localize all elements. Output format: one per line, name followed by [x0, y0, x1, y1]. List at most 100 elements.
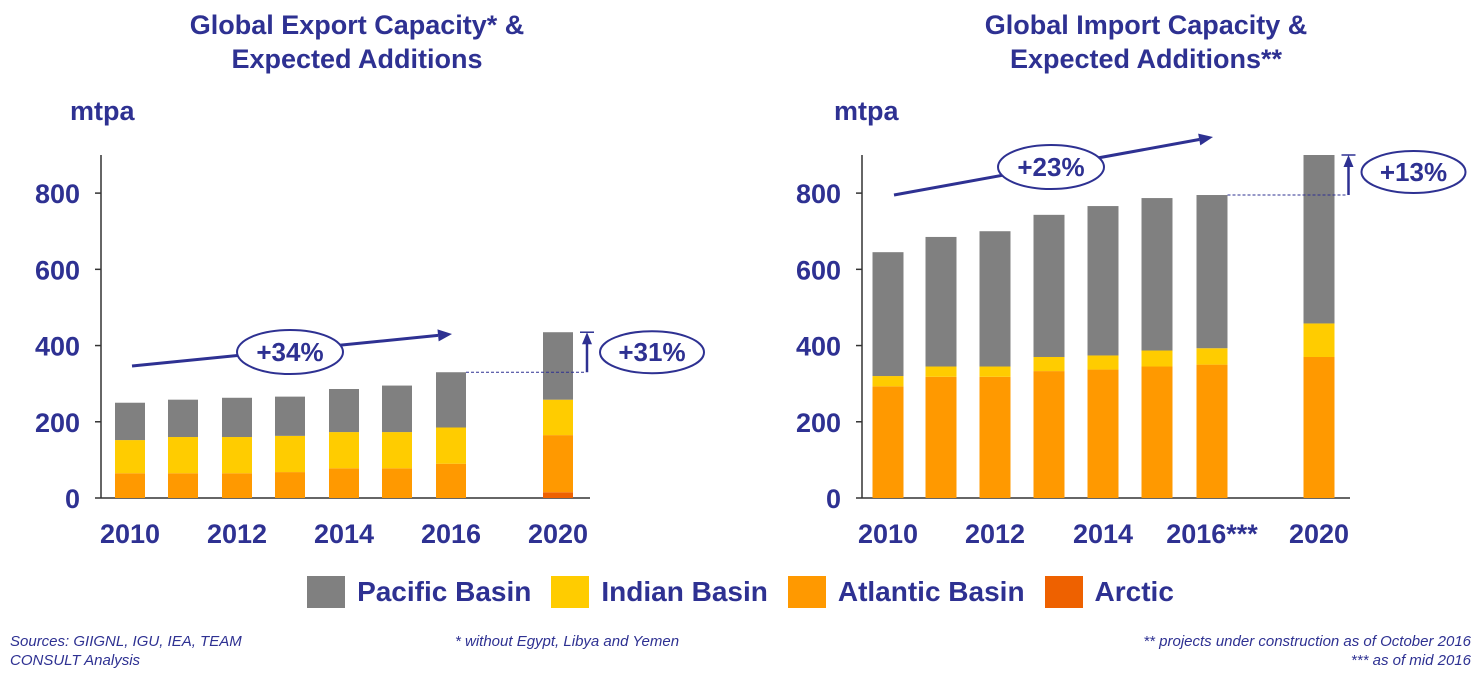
import-chart-title: Global Import Capacity & Expected Additi…	[866, 8, 1426, 76]
export-bar-atlantic-basin-2011	[168, 473, 198, 498]
export-bar-atlantic-basin-2020	[543, 435, 573, 493]
export-title-line1: Global Export Capacity* &	[189, 10, 525, 40]
import-bar-indian-basin-2014	[1087, 355, 1119, 370]
export-x-tick-label: 2020	[528, 519, 588, 549]
import-bar-indian-basin-2020	[1303, 323, 1335, 357]
export-bar-pacific-basin-2020	[543, 332, 573, 400]
export-trend-arrow-head	[437, 329, 452, 342]
import-bar-atlantic-basin-2016	[1196, 364, 1228, 498]
legend-item-arctic: Arctic	[1044, 576, 1174, 608]
export-bar-indian-basin-2010	[115, 440, 145, 474]
export-bar-atlantic-basin-2015	[382, 468, 412, 498]
import-x-tick-label: 2020	[1289, 519, 1349, 549]
export-y-tick-label: 400	[35, 332, 80, 362]
legend-swatch-indian	[551, 576, 590, 608]
import-y-tick-label: 200	[796, 408, 841, 438]
export-x-tick-label: 2010	[100, 519, 160, 549]
import-bar-pacific-basin-2013	[1033, 214, 1065, 357]
import-footnote-2: *** as of mid 2016	[1350, 652, 1471, 669]
import-bar-indian-basin-2011	[925, 366, 957, 377]
export-bar-indian-basin-2011	[168, 437, 198, 474]
import-bar-pacific-basin-2011	[925, 236, 957, 367]
export-y-tick-label: 800	[35, 179, 80, 209]
import-bar-atlantic-basin-2015	[1141, 366, 1173, 498]
export-bar-indian-basin-2013	[275, 435, 305, 473]
import-footnotes: ** projects under construction as of Oct…	[1143, 632, 1471, 670]
export-bar-indian-basin-2012	[222, 437, 252, 474]
import-title-line2: Expected Additions**	[1009, 44, 1283, 74]
legend-swatch-arctic	[1044, 576, 1083, 608]
export-bar-pacific-basin-2014	[329, 389, 359, 433]
export-addition-ellipse	[599, 330, 705, 375]
legend-item-pacific: Pacific Basin	[307, 576, 531, 608]
import-bar-pacific-basin-2015	[1141, 198, 1173, 351]
import-unit-label: mtpa	[834, 96, 899, 126]
export-bar-pacific-basin-2016	[436, 372, 466, 428]
import-y-tick-label: 800	[796, 179, 841, 209]
import-bar-pacific-basin-2020	[1303, 155, 1335, 324]
export-bar-atlantic-basin-2016	[436, 463, 466, 498]
export-chart-title: Global Export Capacity* & Expected Addit…	[77, 8, 637, 76]
legend-label-indian: Indian Basin	[601, 576, 768, 607]
import-bar-pacific-basin-2012	[979, 231, 1011, 367]
export-bar-atlantic-basin-2012	[222, 473, 252, 498]
export-bar-pacific-basin-2015	[382, 385, 412, 433]
legend-label-arctic: Arctic	[1094, 576, 1174, 607]
import-addition-ellipse	[1360, 150, 1467, 195]
import-y-tick-label: 600	[796, 255, 841, 285]
export-x-tick-label: 2016	[421, 519, 481, 549]
import-y-tick-label: 0	[826, 484, 841, 514]
import-bar-atlantic-basin-2020	[1303, 356, 1335, 498]
import-bar-indian-basin-2012	[979, 366, 1011, 377]
import-bar-indian-basin-2010	[872, 376, 904, 387]
legend: Pacific Basin Indian Basin Atlantic Basi…	[0, 576, 1481, 608]
import-title-line1: Global Import Capacity &	[984, 10, 1308, 40]
export-trend-ellipse	[236, 329, 344, 375]
import-bar-indian-basin-2016	[1196, 348, 1228, 365]
export-bar-pacific-basin-2011	[168, 399, 198, 438]
import-bar-atlantic-basin-2011	[925, 376, 957, 498]
export-bar-atlantic-basin-2014	[329, 468, 359, 498]
export-y-tick-label: 200	[35, 408, 80, 438]
import-addition-arrow-head	[1343, 155, 1354, 167]
export-bar-atlantic-basin-2013	[275, 472, 305, 498]
export-y-tick-label: 600	[35, 255, 80, 285]
import-bar-atlantic-basin-2010	[872, 386, 904, 498]
import-bar-pacific-basin-2016	[1196, 195, 1228, 349]
legend-swatch-pacific	[307, 576, 346, 608]
export-x-tick-label: 2012	[207, 519, 267, 549]
import-footnote-1: ** projects under construction as of Oct…	[1143, 633, 1471, 650]
legend-item-indian: Indian Basin	[551, 576, 768, 608]
export-unit-label: mtpa	[70, 96, 135, 126]
export-bar-pacific-basin-2010	[115, 402, 145, 441]
export-title-line2: Expected Additions	[231, 44, 483, 74]
import-x-tick-label: 2010	[858, 519, 918, 549]
legend-label-atlantic: Atlantic Basin	[837, 576, 1025, 607]
import-bar-indian-basin-2013	[1033, 356, 1065, 372]
export-bar-pacific-basin-2012	[222, 397, 252, 438]
legend-label-pacific: Pacific Basin	[357, 576, 532, 607]
export-addition-label: +31%	[618, 337, 685, 367]
export-bar-atlantic-basin-2010	[115, 473, 145, 498]
export-bar-indian-basin-2015	[382, 432, 412, 469]
import-trend-label: +23%	[1017, 152, 1084, 182]
export-addition-arrow-head	[582, 332, 592, 345]
import-bar-atlantic-basin-2014	[1087, 369, 1119, 498]
export-bar-pacific-basin-2013	[275, 396, 305, 436]
import-bar-indian-basin-2015	[1141, 350, 1173, 367]
export-trend-label: +34%	[256, 337, 323, 367]
export-footnote: * without Egypt, Libya and Yemen	[455, 633, 680, 650]
import-y-tick-label: 400	[796, 332, 841, 362]
import-addition-label: +13%	[1380, 157, 1447, 187]
import-trend-arrow-head	[1198, 133, 1213, 146]
import-trend-ellipse	[997, 144, 1105, 190]
legend-item-atlantic: Atlantic Basin	[787, 576, 1025, 608]
export-bar-indian-basin-2016	[436, 427, 466, 464]
import-x-tick-label: 2016***	[1166, 519, 1258, 549]
export-bar-indian-basin-2020	[543, 399, 573, 436]
sources-note: Sources: GIIGNL, IGU, IEA, TEAM CONSULT …	[10, 633, 242, 669]
legend-swatch-atlantic	[787, 576, 826, 608]
export-bar-indian-basin-2014	[329, 432, 359, 469]
export-y-tick-label: 0	[65, 484, 80, 514]
